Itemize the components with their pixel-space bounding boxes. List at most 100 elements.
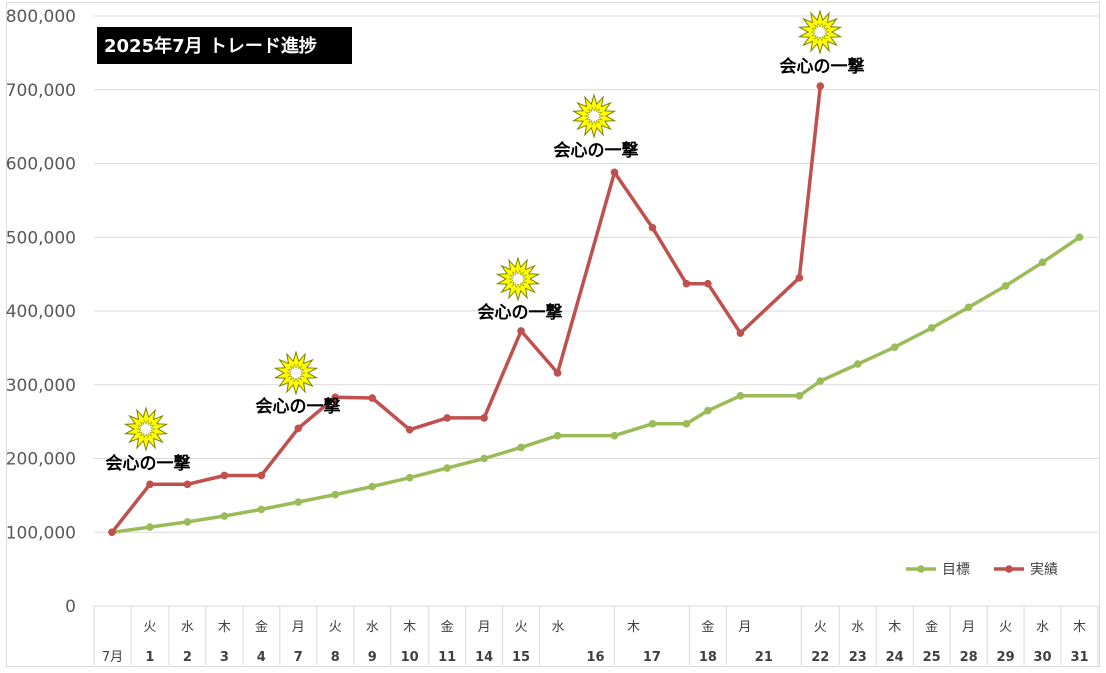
x-tick-day: 23: [849, 650, 867, 665]
x-tick-day: 15: [512, 650, 530, 665]
x-tick-weekday: 火: [814, 620, 827, 635]
burst-core: [135, 419, 157, 439]
x-tick-weekday: 水: [851, 620, 864, 635]
series-point: [1001, 282, 1010, 290]
legend-marker: [1005, 565, 1013, 573]
y-tick-label: 500,000: [6, 228, 76, 248]
series-point: [648, 420, 657, 428]
series-point: [257, 471, 266, 480]
x-tick-weekday: 水: [366, 620, 379, 635]
series-point: [890, 343, 899, 351]
y-tick-label: 800,000: [6, 7, 76, 27]
series-point: [368, 482, 377, 491]
series-point: [927, 324, 936, 332]
y-tick-label: 300,000: [6, 376, 76, 396]
series-point: [964, 303, 973, 312]
series-point: [795, 392, 804, 400]
x-tick-day: 30: [1034, 650, 1052, 665]
annotation-label: 会心の一撃: [554, 140, 639, 161]
x-tick-weekday: 火: [999, 620, 1012, 635]
burst-core: [285, 363, 307, 383]
series-point: [480, 454, 488, 463]
x-tick-day: 31: [1070, 650, 1088, 665]
x-tick-day: 4: [257, 650, 266, 665]
series-point: [257, 505, 266, 514]
x-tick-day: 3: [220, 650, 229, 665]
x-tick-day: 28: [960, 650, 978, 665]
x-tick-day: 7月: [102, 650, 123, 665]
y-tick-label: 700,000: [6, 81, 76, 101]
x-tick-day: 7: [294, 650, 303, 665]
chart-title: 2025年7月 トレード進捗: [104, 35, 317, 57]
x-tick-weekday: 火: [515, 620, 528, 635]
x-tick-weekday: 月: [962, 620, 975, 635]
x-tick-weekday: 木: [218, 620, 231, 635]
series-point: [220, 471, 229, 480]
annotation-label: 会心の一撃: [256, 396, 341, 417]
series-point: [704, 279, 712, 288]
x-tick-weekday: 金: [441, 619, 454, 635]
x-tick-day: 22: [811, 650, 829, 665]
series-point: [183, 480, 192, 489]
x-tick-day: 24: [886, 650, 904, 665]
x-tick-weekday: 水: [1036, 620, 1049, 635]
x-tick-weekday: 木: [627, 620, 640, 635]
series-point: [220, 512, 229, 520]
series-point: [294, 424, 303, 433]
series-point: [736, 392, 745, 400]
series-point: [816, 82, 825, 90]
x-tick-day: 14: [475, 650, 493, 665]
x-tick-weekday: 火: [329, 620, 342, 635]
series-point: [146, 523, 154, 531]
x-tick-weekday: 水: [181, 620, 194, 635]
x-tick-weekday: 火: [143, 620, 156, 635]
series-point: [331, 490, 340, 499]
x-tick-day: 10: [401, 650, 419, 665]
x-tick-day: 17: [643, 650, 661, 665]
series-point: [405, 425, 414, 434]
x-tick-weekday: 金: [255, 619, 268, 635]
x-tick-weekday: 月: [738, 620, 751, 635]
series-point: [517, 443, 525, 452]
legend-marker: [917, 565, 925, 573]
y-tick-label: 600,000: [6, 155, 76, 175]
x-tick-day: 18: [699, 650, 717, 665]
x-tick-day: 2: [183, 650, 192, 665]
y-tick-label: 400,000: [6, 302, 76, 322]
x-tick-weekday: 金: [701, 619, 714, 635]
x-tick-weekday: 水: [552, 620, 565, 635]
annotation-label: 会心の一撃: [106, 453, 191, 474]
series-point: [736, 329, 745, 337]
series-point: [816, 377, 825, 385]
series-point: [853, 360, 862, 368]
title-box: [97, 27, 352, 64]
y-tick-label: 0: [65, 597, 76, 617]
x-tick-weekday: 木: [1073, 620, 1086, 635]
x-tick-day: 25: [923, 650, 941, 665]
burst-core: [507, 269, 529, 289]
y-tick-label: 100,000: [6, 523, 76, 543]
series-point: [517, 327, 525, 335]
series-point: [648, 223, 657, 232]
series-point: [682, 279, 691, 288]
series-point: [682, 420, 691, 428]
series-point: [183, 518, 192, 526]
legend-label: 目標: [942, 562, 970, 578]
burst-core: [583, 106, 605, 126]
x-tick-weekday: 月: [292, 620, 305, 635]
x-tick-weekday: 月: [478, 620, 491, 635]
series-point: [294, 498, 303, 506]
x-tick-weekday: 金: [925, 619, 938, 635]
series-point: [704, 406, 712, 415]
series-point: [1075, 233, 1084, 242]
series-point: [108, 528, 116, 537]
x-tick-day: 9: [368, 650, 377, 665]
x-tick-weekday: 木: [888, 620, 901, 635]
x-tick-day: 11: [438, 650, 456, 665]
x-tick-day: 21: [755, 650, 773, 665]
x-tick-day: 1: [145, 650, 154, 665]
series-point: [1038, 258, 1047, 267]
series-point: [146, 480, 154, 489]
series-point: [553, 369, 562, 377]
